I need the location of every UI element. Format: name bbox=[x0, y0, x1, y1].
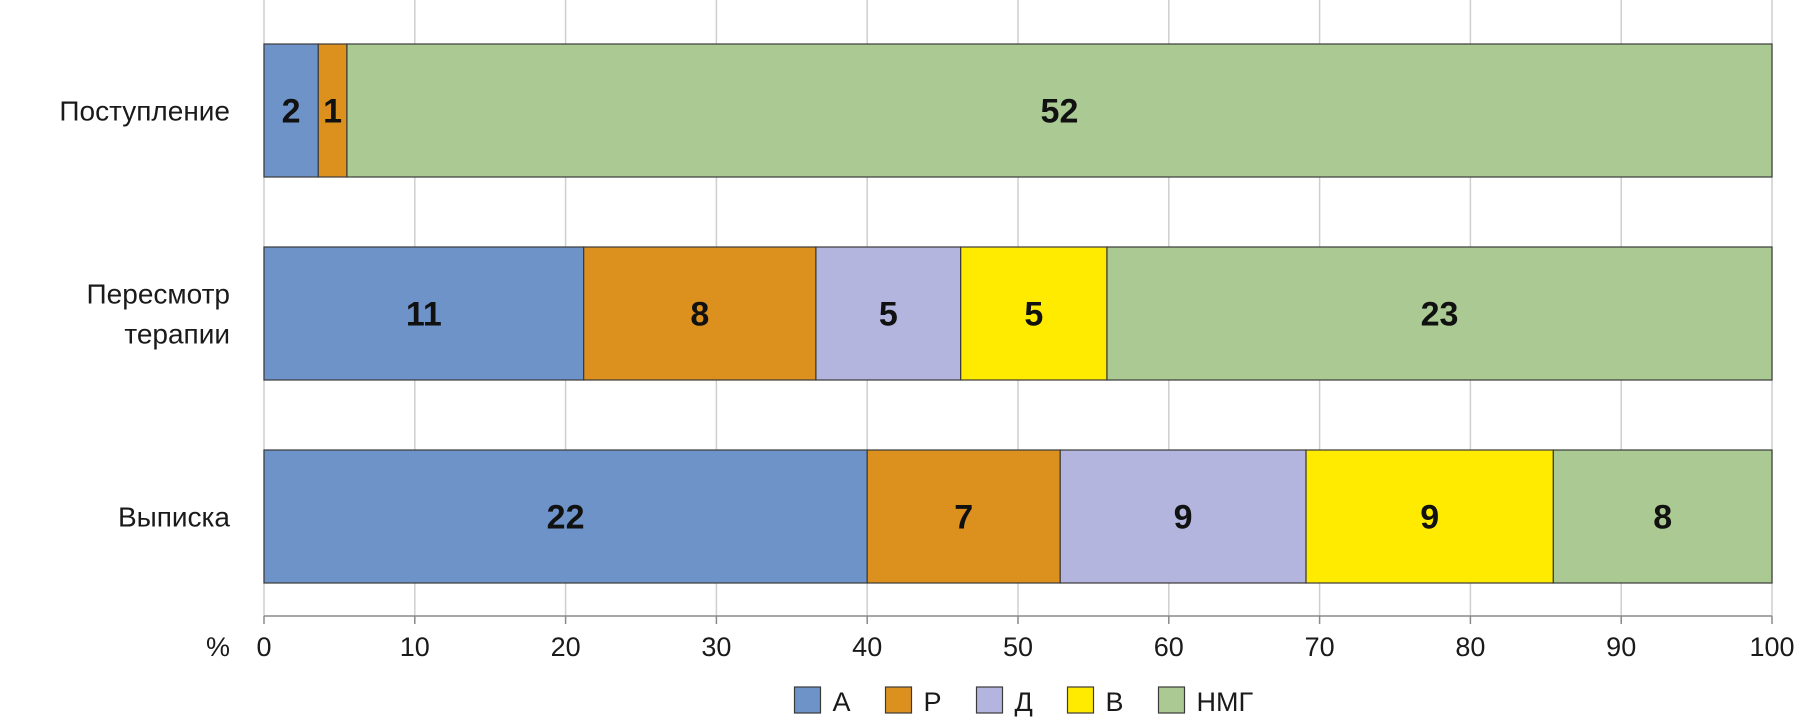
bar-segment bbox=[1552, 449, 1773, 584]
x-tick-label: 60 bbox=[1154, 632, 1184, 662]
x-tick-label: 50 bbox=[1003, 632, 1033, 662]
legend-label: В bbox=[1106, 687, 1124, 717]
x-tick-label: 20 bbox=[551, 632, 581, 662]
legend-label: Д bbox=[1015, 687, 1033, 717]
x-axis-unit-label: % bbox=[206, 632, 230, 662]
bar-segment bbox=[263, 43, 319, 178]
data-label: 22 bbox=[547, 499, 585, 537]
data-label: 8 bbox=[1653, 499, 1672, 537]
category-labels: Поступление Пересмотр терапии Выписка bbox=[59, 96, 230, 533]
data-label: 5 bbox=[879, 296, 898, 334]
data-label: 9 bbox=[1420, 499, 1439, 537]
category-label: Выписка bbox=[118, 502, 230, 533]
bar-segment bbox=[583, 246, 817, 381]
legend-swatch bbox=[1066, 686, 1095, 714]
legend-swatch bbox=[1157, 686, 1186, 714]
bar-segment bbox=[815, 246, 962, 381]
bar-segment bbox=[263, 246, 585, 381]
bars: 2 1 52 11 8 5 5 23 22 7 9 9 8 bbox=[263, 43, 1773, 584]
bar-segment bbox=[263, 449, 868, 584]
data-label: 5 bbox=[1024, 296, 1043, 334]
bar-segment bbox=[1059, 449, 1307, 584]
data-label: 2 bbox=[282, 93, 301, 131]
data-label: 1 bbox=[323, 93, 342, 131]
x-axis: % 0 10 20 30 40 50 60 70 80 90 100 bbox=[206, 615, 1795, 662]
legend-swatch bbox=[793, 686, 822, 714]
data-label: 8 bbox=[690, 296, 709, 334]
data-label: 9 bbox=[1174, 499, 1193, 537]
bar-segment bbox=[1305, 449, 1554, 584]
bar-segment bbox=[317, 43, 348, 178]
data-label: 52 bbox=[1041, 93, 1079, 131]
legend-swatch bbox=[975, 686, 1004, 714]
bar-segment bbox=[960, 246, 1108, 381]
x-tick-label: 30 bbox=[701, 632, 731, 662]
data-label: 7 bbox=[954, 499, 973, 537]
legend-label: НМГ bbox=[1197, 687, 1254, 717]
category-label: Поступление bbox=[59, 96, 230, 127]
x-tick-label: 70 bbox=[1305, 632, 1335, 662]
legend-swatch bbox=[884, 686, 913, 714]
x-tick-label: 80 bbox=[1455, 632, 1485, 662]
category-label: Пересмотр bbox=[87, 279, 230, 310]
legend-label: Р bbox=[924, 687, 942, 717]
x-tick-label: 100 bbox=[1749, 632, 1794, 662]
legend-label: А bbox=[833, 687, 851, 717]
bar-segment bbox=[1106, 246, 1773, 381]
data-label: 11 bbox=[406, 296, 442, 334]
x-tick-label: 90 bbox=[1606, 632, 1636, 662]
data-label: 23 bbox=[1421, 296, 1459, 334]
bar-segment bbox=[346, 43, 1773, 178]
x-tick-label: 10 bbox=[400, 632, 430, 662]
bar-segment bbox=[866, 449, 1061, 584]
legend: А Р Д В НМГ bbox=[793, 686, 1254, 717]
category-label: терапии bbox=[124, 319, 230, 350]
x-tick-label: 40 bbox=[852, 632, 882, 662]
x-tick-label: 0 bbox=[256, 632, 271, 662]
